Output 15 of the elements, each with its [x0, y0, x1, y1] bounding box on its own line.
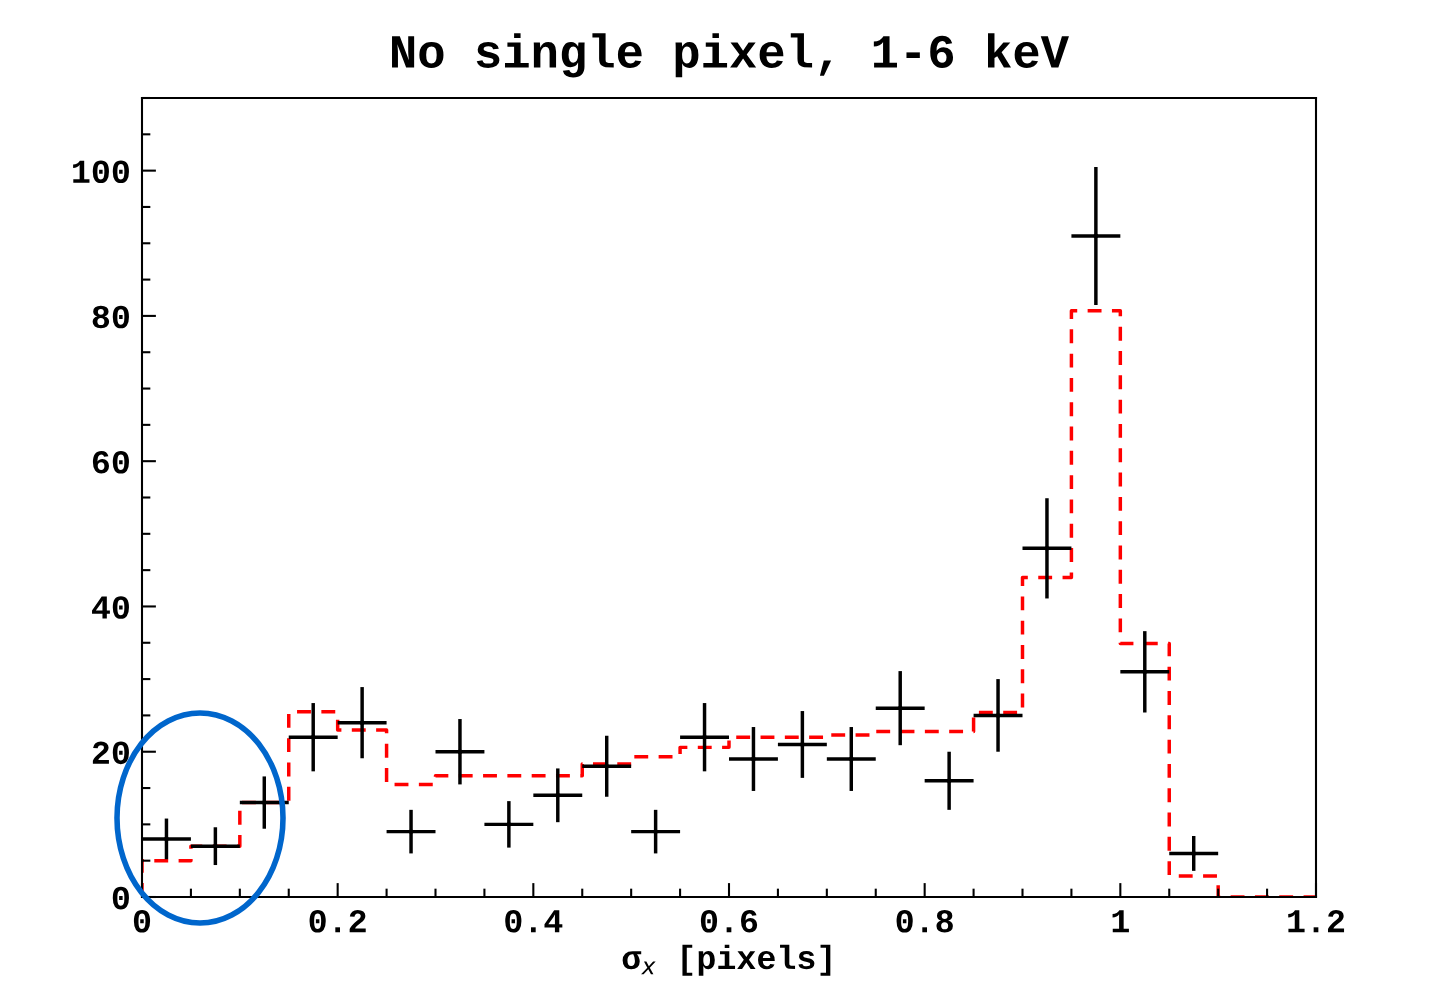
x-axis-title: σ$_{x}$ [pixels] — [622, 944, 831, 976]
x-tick-label: 1.2 — [1288, 909, 1345, 933]
y-tick-label: 0 — [112, 886, 129, 910]
x-tick-label: 0 — [133, 909, 151, 933]
x-tick-label: 0.8 — [896, 909, 953, 933]
x-tick-label: 0.6 — [700, 909, 758, 933]
y-tick-label: 80 — [92, 305, 129, 329]
y-tick-label: 40 — [92, 596, 129, 619]
x-tick-label: 0.4 — [505, 909, 563, 933]
y-tick-label: 60 — [92, 450, 129, 474]
y-tick-label: 100 — [73, 160, 129, 184]
x-tick-label: 0.2 — [309, 909, 366, 933]
x-tick-label: 1 — [1112, 910, 1129, 933]
chart-title: No single pixel, 1-6 keV — [392, 33, 1069, 78]
y-tick-label: 20 — [92, 741, 129, 765]
